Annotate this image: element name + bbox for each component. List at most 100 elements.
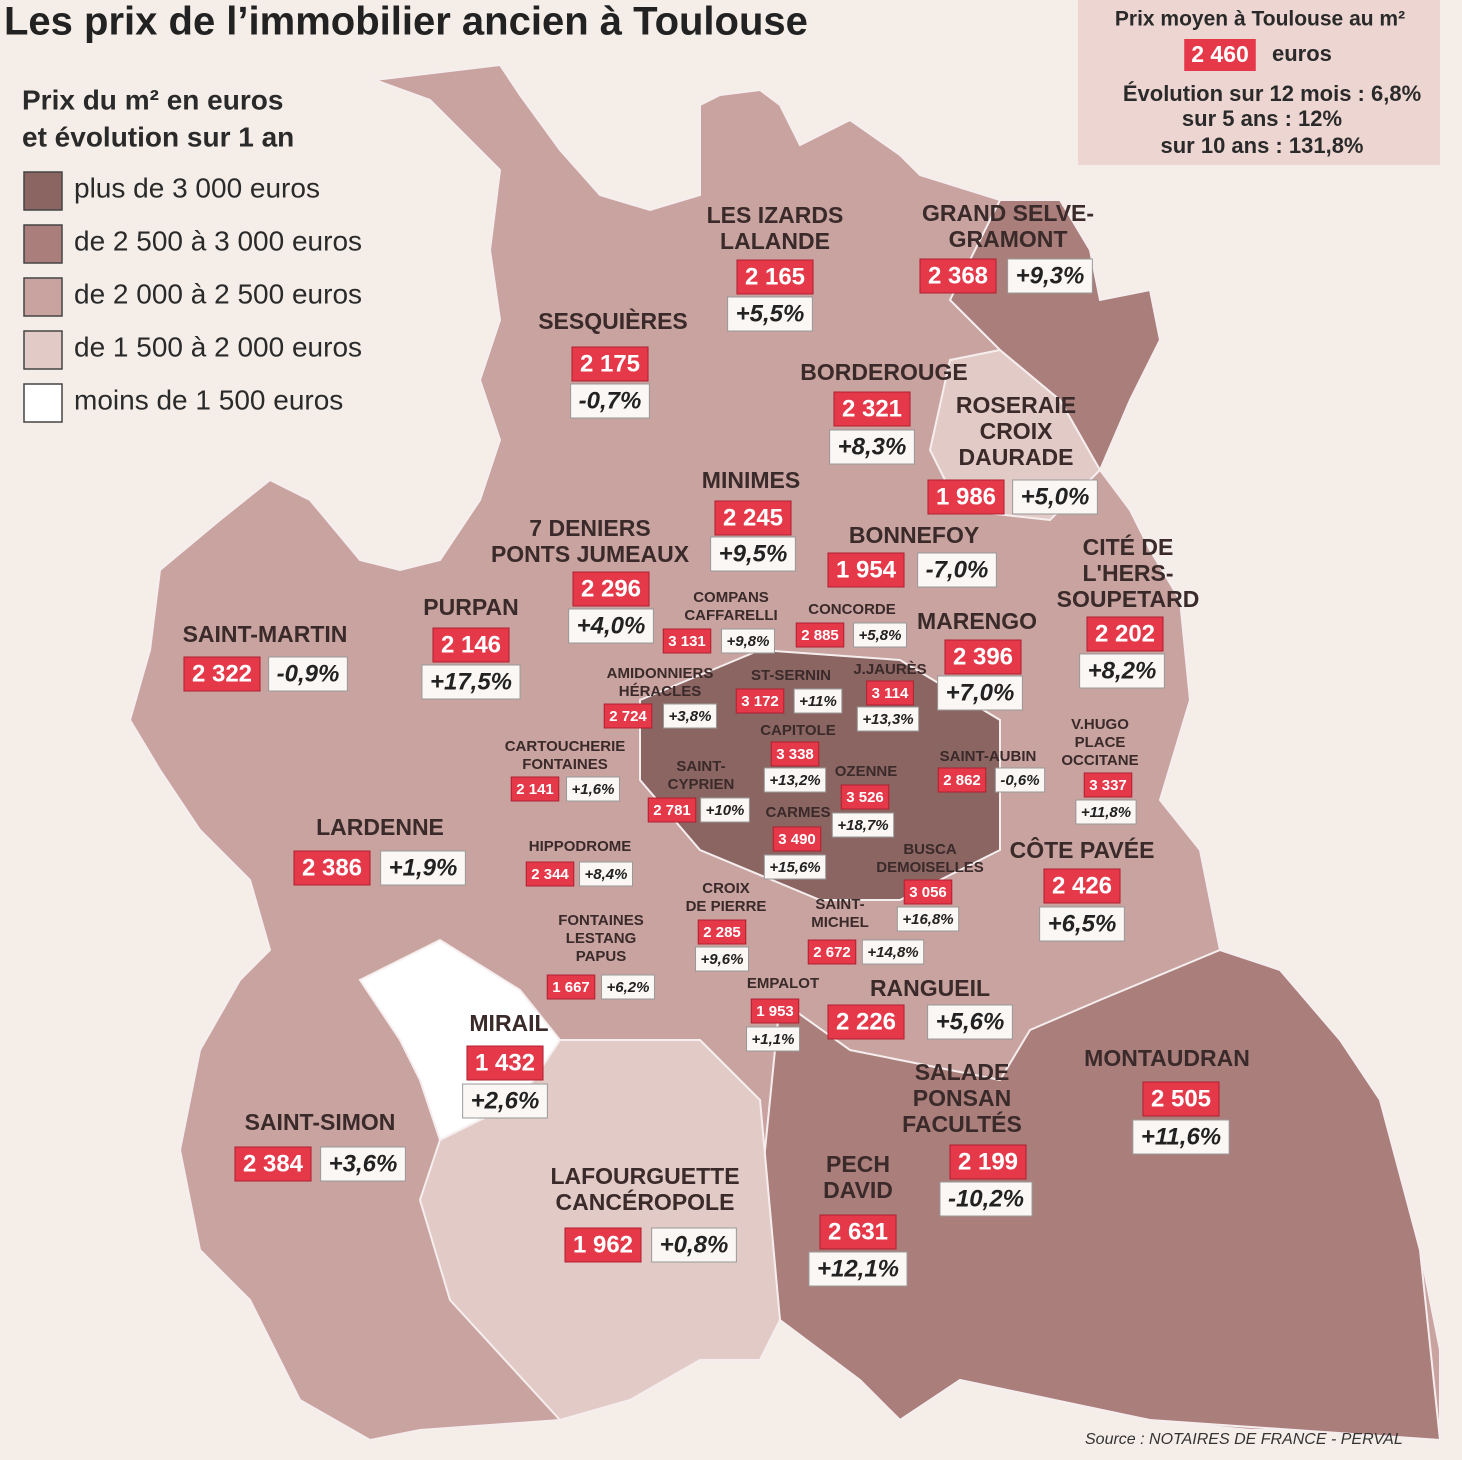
district-name: BUSCA	[903, 841, 957, 858]
district-change: +11%	[799, 693, 837, 710]
district-price: 2 296	[581, 575, 641, 602]
district-change-box	[268, 656, 348, 692]
district-name: CÔTE PAVÉE	[1010, 836, 1155, 863]
district-name: CONCORDE	[808, 601, 896, 618]
district-price: 2 672	[813, 944, 851, 961]
legend-swatch	[23, 330, 63, 370]
district-price-box	[949, 1144, 1027, 1180]
district-price-box	[807, 939, 857, 965]
district-price: 3 131	[668, 633, 706, 650]
district-price: 2 426	[1052, 872, 1112, 899]
district-change: -0,6%	[1000, 772, 1039, 789]
district-change: +9,5%	[719, 540, 788, 567]
district-change: +1,1%	[752, 1031, 795, 1048]
district-change: +1,6%	[572, 781, 615, 798]
district-change: +11,8%	[1081, 804, 1131, 821]
district-name: MARENGO	[917, 608, 1037, 634]
district-change: +5,0%	[1021, 483, 1090, 510]
district-name: SAINT-SIMON	[245, 1109, 396, 1135]
title: Les prix de l’immobilier ancien à Toulou…	[4, 0, 808, 44]
district-name: CYPRIEN	[668, 776, 735, 793]
summary-price: 2 460	[1191, 41, 1249, 67]
district-change-box	[721, 628, 775, 654]
district-price: 2 344	[531, 866, 569, 883]
district-name: BORDEROUGE	[800, 359, 967, 385]
district-change: +13,2%	[769, 772, 820, 789]
district-name: SESQUIÈRES	[538, 307, 688, 334]
summary-title: Prix moyen à Toulouse au m²	[1115, 8, 1405, 31]
district-change: +6,5%	[1048, 910, 1117, 937]
district-name: LESTANG	[566, 930, 637, 947]
district-change: +9,3%	[1016, 262, 1085, 289]
district-change: +3,6%	[329, 1150, 398, 1177]
source: Source : NOTAIRES DE FRANCE - PERVAL	[1085, 1431, 1403, 1448]
district-change: +8,2%	[1088, 657, 1157, 684]
district-name: CARMES	[765, 804, 830, 821]
district-change-box	[763, 854, 827, 880]
district-change: +17,5%	[430, 668, 512, 695]
district-price-box	[293, 850, 371, 886]
district-name: CAFFARELLI	[684, 607, 777, 624]
district-price-box	[795, 622, 845, 648]
district-price-box	[647, 797, 697, 823]
district-name: PONTS JUMEAUX	[491, 541, 690, 567]
district-price: 2 781	[653, 802, 691, 819]
district-price: 1 953	[756, 1003, 794, 1020]
district-change-box	[1039, 906, 1125, 942]
district-name: L'HERS-	[1082, 560, 1173, 586]
district-change: +15,6%	[769, 859, 820, 876]
district-name: CROIX	[702, 880, 750, 897]
district-change-box	[700, 797, 750, 823]
district-name: DAVID	[823, 1177, 893, 1203]
district-name: ROSERAIE	[956, 392, 1076, 418]
district-price-box	[750, 998, 800, 1024]
district-change-box	[727, 296, 813, 332]
district-change-box	[917, 552, 997, 588]
district-name: SALADE	[915, 1059, 1010, 1085]
district-change-box	[462, 1083, 548, 1119]
district-price-box	[234, 1146, 312, 1182]
district-price-box	[183, 656, 261, 692]
district-name: LALANDE	[720, 228, 830, 254]
district-price: 1 986	[936, 483, 996, 510]
district-change-box	[937, 675, 1023, 711]
district-price: 3 172	[741, 693, 779, 710]
district-change-box	[1132, 1119, 1230, 1155]
district-change: +12,1%	[817, 1255, 899, 1282]
district-name: CAPITOLE	[760, 722, 836, 739]
legend-label: de 2 500 à 3 000 euros	[74, 225, 362, 256]
district-price: 2 245	[723, 504, 783, 531]
district-change: +3,8%	[669, 708, 712, 725]
district-name: LARDENNE	[316, 814, 444, 840]
district-price: 2 885	[801, 627, 839, 644]
district-name: DE PIERRE	[686, 898, 767, 915]
legend-label: de 1 500 à 2 000 euros	[74, 331, 362, 362]
district-change: +14,8%	[867, 944, 918, 961]
district-change-box	[566, 776, 620, 802]
district-change-box	[793, 688, 843, 714]
district-price: 3 114	[872, 685, 909, 702]
district-price-box	[697, 919, 747, 945]
district-price: 2 202	[1095, 620, 1155, 647]
district-price-box	[927, 479, 1005, 515]
district-change-box	[1012, 479, 1098, 515]
district-price: 2 505	[1151, 1085, 1211, 1112]
district-price-box	[919, 258, 997, 294]
district-price-box	[833, 391, 911, 427]
district-price-box	[772, 826, 822, 852]
district-change-box	[568, 608, 654, 644]
district-price: 1 954	[836, 556, 897, 583]
district-name: 7 DENIERS	[529, 515, 650, 541]
district-change: +6,2%	[607, 979, 650, 996]
district-price: 2 165	[745, 263, 805, 290]
legend-swatch	[23, 383, 63, 423]
district-change: +2,6%	[471, 1087, 540, 1114]
district-change-box	[896, 906, 960, 932]
district-price: 2 322	[192, 660, 252, 687]
district-change-box	[651, 1227, 737, 1263]
district-price-box	[564, 1227, 642, 1263]
district-price-box	[572, 571, 650, 607]
district-price: 3 490	[778, 831, 816, 848]
district-price-box	[944, 639, 1022, 675]
